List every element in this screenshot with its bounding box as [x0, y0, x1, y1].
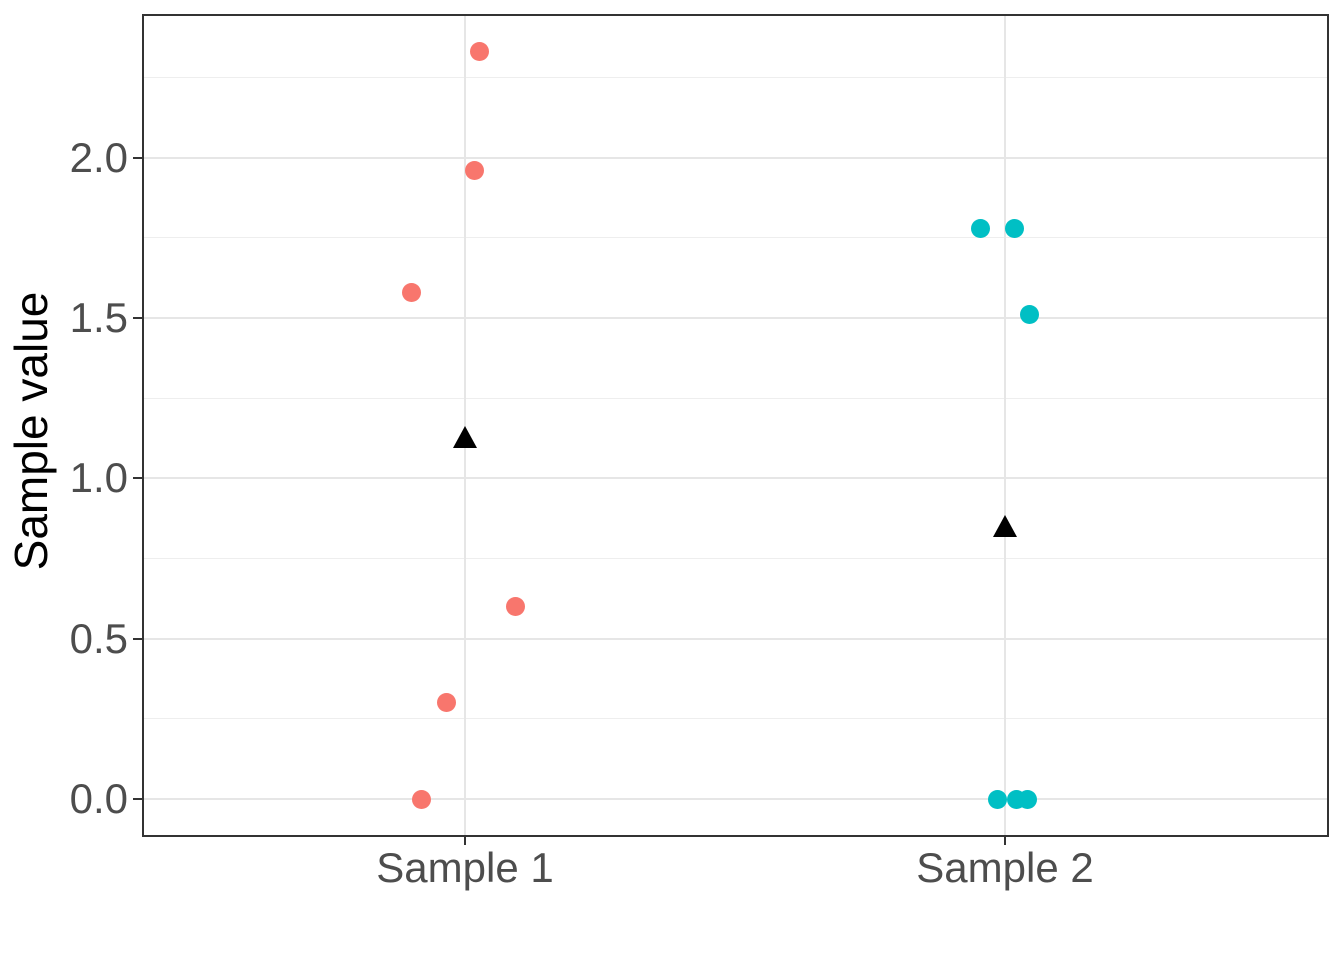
gridline-vertical: [1004, 16, 1006, 835]
mean-marker-sample-1: [453, 425, 477, 448]
gridline-minor: [144, 557, 1327, 559]
data-point-sample-2: [1017, 789, 1037, 809]
y-tick-mark: [133, 637, 142, 640]
y-tick-mark: [133, 156, 142, 159]
gridline-minor: [144, 718, 1327, 720]
gridline-major: [144, 316, 1327, 319]
y-tick-label: 2.0: [69, 133, 128, 181]
y-tick-mark: [133, 798, 142, 800]
x-tick-mark: [1004, 837, 1006, 845]
y-tick-label: 0.0: [69, 775, 128, 822]
gridline-major: [144, 798, 1327, 800]
data-point-sample-1: [401, 282, 421, 302]
y-tick-mark: [133, 477, 142, 480]
gridline-major: [144, 637, 1327, 640]
gridline-minor: [144, 76, 1327, 78]
data-point-sample-2: [970, 218, 990, 238]
plot-panel: [142, 14, 1329, 837]
mean-marker-sample-2: [993, 515, 1017, 538]
x-axis-label-sample-1: Sample 1: [376, 844, 554, 891]
y-tick-label: 0.5: [69, 614, 128, 662]
y-tick-label: 1.0: [69, 454, 128, 502]
data-point-sample-1: [436, 693, 456, 713]
gridline-major: [144, 156, 1327, 159]
x-axis-label-sample-2: Sample 2: [916, 844, 1094, 891]
data-point-sample-1: [464, 160, 484, 180]
x-tick-mark: [464, 837, 466, 845]
data-point-sample-1: [505, 597, 525, 617]
y-tick-label: 1.5: [69, 293, 128, 341]
data-point-sample-1: [469, 42, 489, 62]
data-point-sample-2: [1004, 218, 1024, 238]
data-point-sample-1: [411, 789, 431, 809]
data-point-sample-2: [987, 789, 1007, 809]
data-point-sample-2: [1019, 305, 1039, 325]
gridline-vertical: [464, 16, 466, 835]
y-tick-mark: [133, 316, 142, 319]
gridline-minor: [144, 397, 1327, 399]
gridline-major: [144, 477, 1327, 480]
gridline-minor: [144, 237, 1327, 239]
